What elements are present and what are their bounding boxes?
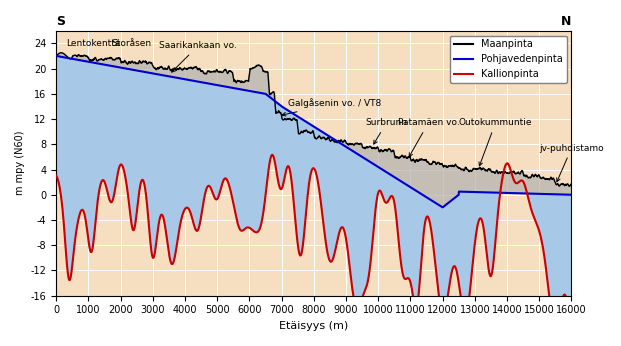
Y-axis label: m mpy (N60): m mpy (N60): [15, 131, 25, 195]
Text: Surbrunn: Surbrunn: [365, 118, 407, 144]
Text: N: N: [561, 15, 571, 28]
Text: Galgåsenin vo. / VT8: Galgåsenin vo. / VT8: [282, 99, 381, 116]
Text: Lentokenttä: Lentokenttä: [66, 39, 120, 48]
Text: jv-puhdistamo: jv-puhdistamo: [539, 144, 604, 182]
Text: S: S: [56, 15, 65, 28]
Text: Patamäen vo.: Patamäen vo.: [397, 118, 460, 157]
X-axis label: Etäisyys (m): Etäisyys (m): [279, 321, 348, 331]
Legend: Maanpinta, Pohjavedenpinta, Kallionpinta: Maanpinta, Pohjavedenpinta, Kallionpinta: [450, 36, 566, 83]
Text: Storåsen: Storåsen: [111, 39, 151, 48]
Text: Outokummuntie: Outokummuntie: [459, 118, 532, 166]
Text: Saarikankaan vo.: Saarikankaan vo.: [159, 41, 237, 72]
